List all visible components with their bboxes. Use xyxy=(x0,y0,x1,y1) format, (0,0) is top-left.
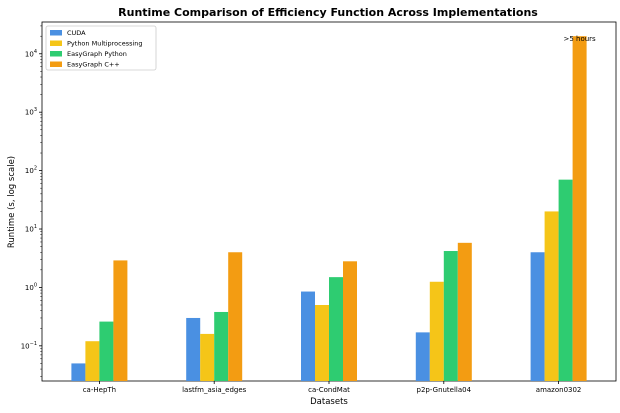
bars-layer xyxy=(71,36,587,381)
bar xyxy=(558,179,573,381)
x-axis-ticks: ca-HepTh lastfm_asia_edges ca-CondMat p2p-G… xyxy=(83,381,582,394)
bar xyxy=(99,321,114,381)
legend-label: EasyGraph C++ xyxy=(67,61,120,69)
x-axis-label: Datasets xyxy=(310,397,348,407)
bar xyxy=(443,251,458,381)
bar xyxy=(71,363,86,381)
bar xyxy=(214,311,229,381)
legend-swatch xyxy=(50,51,62,57)
y-tick-label: 10−1 xyxy=(21,341,37,351)
y-tick-label: 102 xyxy=(25,166,37,176)
bar xyxy=(113,260,128,381)
legend-label: CUDA xyxy=(67,29,86,37)
bar xyxy=(85,341,100,381)
x-tick-label: lastfm_asia_edges xyxy=(182,386,247,394)
x-tick-label: ca-HepTh xyxy=(83,386,116,394)
bar xyxy=(343,261,357,381)
legend-label: EasyGraph Python xyxy=(67,50,127,58)
bar xyxy=(415,332,430,381)
bar xyxy=(315,305,329,381)
chart-title: Runtime Comparison of Efficiency Functio… xyxy=(118,6,538,19)
annotation-label: >5 hours xyxy=(563,35,596,43)
legend-box xyxy=(45,25,157,71)
bar xyxy=(457,242,472,381)
legend-label: Python Multiprocessing xyxy=(67,40,143,48)
y-axis-ticks: 10−1 100 101 102 103 104 xyxy=(21,25,42,377)
bar xyxy=(301,291,315,381)
bar xyxy=(429,281,444,381)
x-tick-label: amazon0302 xyxy=(536,386,582,394)
legend-swatch xyxy=(50,30,62,36)
y-tick-label: 104 xyxy=(25,49,37,59)
legend-swatch xyxy=(50,40,62,46)
bar xyxy=(572,36,587,381)
legend: CUDA Python Multiprocessing EasyGraph Pyth… xyxy=(45,25,157,71)
y-tick-label: 103 xyxy=(25,107,37,117)
bar xyxy=(228,252,243,381)
bar xyxy=(544,211,559,381)
legend-swatch xyxy=(50,61,62,67)
bar xyxy=(186,317,201,381)
x-tick-label: p2p-Gnutella04 xyxy=(417,386,472,394)
y-axis-label: Runtime (s, log scale) xyxy=(7,156,17,248)
y-tick-label: 100 xyxy=(25,282,37,292)
bar xyxy=(329,277,343,381)
y-tick-label: 101 xyxy=(25,224,37,234)
bar xyxy=(530,252,545,381)
annotations: >5 hours xyxy=(563,35,596,43)
x-tick-label: ca-CondMat xyxy=(308,386,350,394)
bar xyxy=(200,333,215,381)
